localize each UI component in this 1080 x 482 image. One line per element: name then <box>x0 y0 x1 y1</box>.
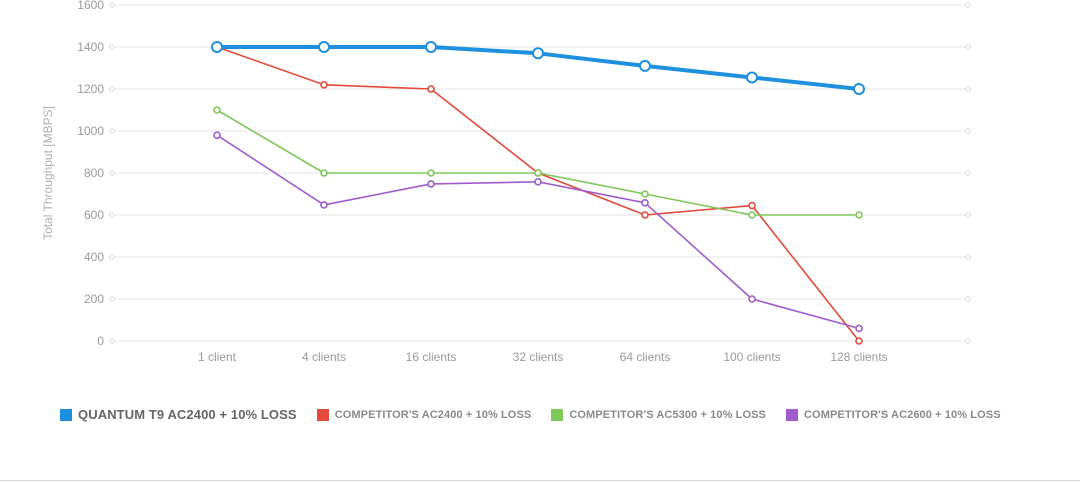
x-tick-label: 128 clients <box>830 350 887 364</box>
series-1-point <box>211 41 223 53</box>
series-3-point <box>213 106 221 114</box>
gridline-end-dot <box>965 254 971 260</box>
throughput-line-chart: 0 200 400 600 800 1000 1200 1400 1600 1 client 4 c… <box>41 0 971 364</box>
gridline-end-dot <box>965 212 971 218</box>
series-1-point <box>746 71 758 84</box>
y-tick-label: 0 <box>97 334 104 348</box>
y-tick-label: 1400 <box>77 40 104 54</box>
series-line-2 <box>216 46 860 342</box>
series-3-point <box>855 211 863 219</box>
gridline-end-dot <box>109 296 115 302</box>
legend-swatch <box>551 408 564 421</box>
y-tick-label: 200 <box>84 292 104 306</box>
series-2-point <box>320 81 328 89</box>
legend-item-3[interactable]: COMPETITOR'S AC5300 + 10% LOSS <box>551 408 766 421</box>
y-tick-label: 1200 <box>77 82 104 96</box>
series-3-point <box>748 211 756 219</box>
gridline-end-dot <box>109 338 115 344</box>
y-tick-label: 1600 <box>77 0 104 12</box>
series-3-point <box>641 190 649 198</box>
y-axis-title: Total Throughput [MBPS] <box>41 106 55 240</box>
series-2-point <box>641 211 649 219</box>
gridline-end-dot <box>965 296 971 302</box>
gridline-end-dot <box>109 212 115 218</box>
x-tick-label: 64 clients <box>620 350 671 364</box>
series-3-point <box>320 169 328 177</box>
gridline-end-dot <box>109 254 115 260</box>
y-tick-label: 600 <box>84 208 104 222</box>
series-4-point <box>427 180 435 188</box>
series-1-point <box>425 41 437 53</box>
series-2-point <box>427 85 435 93</box>
gridline-end-dot <box>109 128 115 134</box>
legend-swatch <box>60 408 72 421</box>
series-line-3 <box>216 109 860 216</box>
series-4-point <box>855 324 863 333</box>
legend-swatch <box>316 408 329 421</box>
series-4-point <box>534 178 542 186</box>
legend-label: COMPETITOR'S AC5300 + 10% LOSS <box>569 408 766 421</box>
chart-legend: QUANTUM T9 AC2400 + 10% LOSS COMPETITOR'S… <box>60 407 1021 422</box>
x-tick-label: 100 clients <box>723 350 780 364</box>
series-1-point <box>639 59 651 72</box>
legend-label: COMPETITOR'S AC2600 + 10% LOSS <box>804 408 1001 421</box>
series-2-point <box>748 201 756 210</box>
series-4-point <box>213 131 221 139</box>
gridline-end-dot <box>109 2 115 8</box>
series-4-point <box>748 295 756 303</box>
legend-swatch <box>786 408 798 421</box>
series-4-point <box>320 201 328 209</box>
gridline-end-dot <box>965 128 971 134</box>
y-tick-label: 800 <box>84 166 104 180</box>
legend-item-2[interactable]: COMPETITOR'S AC2400 + 10% LOSS <box>316 408 532 421</box>
gridline-end-dot <box>109 44 115 50</box>
series-3-point <box>427 169 435 177</box>
x-tick-label: 32 clients <box>513 350 564 364</box>
gridline-end-dot <box>965 170 971 176</box>
gridline-end-dot <box>965 44 971 50</box>
gridline-end-dot <box>965 86 971 92</box>
legend-item-4[interactable]: COMPETITOR'S AC2600 + 10% LOSS <box>786 408 1001 421</box>
y-tick-label: 400 <box>84 250 104 264</box>
legend-label: COMPETITOR'S AC2400 + 10% LOSS <box>334 408 532 421</box>
gridline-end-dot <box>109 86 115 92</box>
y-tick-label: 1000 <box>77 124 104 138</box>
gridline-end-dot <box>109 170 115 176</box>
series-1-point <box>853 83 865 95</box>
gridline-end-dot <box>965 2 971 8</box>
x-tick-label: 1 client <box>198 350 237 364</box>
series-1-point <box>532 47 544 60</box>
series-2-point <box>855 337 863 345</box>
series-1-point <box>318 41 330 53</box>
x-tick-label: 4 clients <box>302 350 346 364</box>
series-3-point <box>534 169 542 177</box>
x-tick-label: 16 clients <box>406 350 457 364</box>
gridline-end-dot <box>965 338 971 344</box>
series-4-point <box>641 199 649 207</box>
legend-label: QUANTUM T9 AC2400 + 10% LOSS <box>78 407 297 422</box>
legend-item-1[interactable]: QUANTUM T9 AC2400 + 10% LOSS <box>60 407 297 422</box>
bottom-divider <box>0 480 1080 481</box>
